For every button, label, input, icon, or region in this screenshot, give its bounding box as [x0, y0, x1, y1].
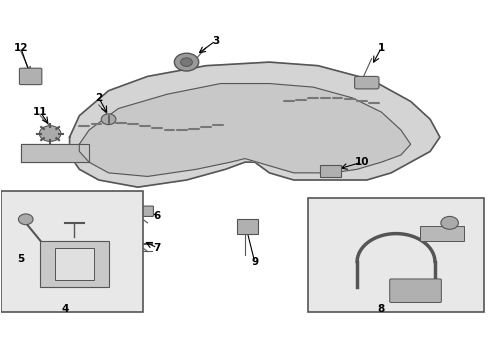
Polygon shape: [420, 226, 464, 241]
Text: 2: 2: [95, 93, 102, 103]
Text: 5: 5: [17, 253, 24, 264]
FancyBboxPatch shape: [237, 219, 258, 234]
Text: 8: 8: [378, 303, 385, 314]
FancyBboxPatch shape: [319, 165, 341, 177]
Text: 11: 11: [33, 107, 48, 117]
Text: 3: 3: [212, 36, 220, 46]
Polygon shape: [40, 241, 109, 287]
Polygon shape: [21, 144, 89, 162]
FancyBboxPatch shape: [390, 279, 441, 302]
FancyBboxPatch shape: [1, 191, 143, 312]
Circle shape: [181, 58, 193, 66]
FancyBboxPatch shape: [20, 68, 42, 85]
Text: 7: 7: [153, 243, 161, 253]
FancyBboxPatch shape: [308, 198, 484, 312]
FancyBboxPatch shape: [355, 76, 379, 89]
Text: 1: 1: [378, 43, 385, 53]
Text: 6: 6: [154, 211, 161, 221]
Text: 12: 12: [14, 43, 28, 53]
Circle shape: [174, 53, 199, 71]
Polygon shape: [70, 62, 440, 187]
Polygon shape: [55, 248, 94, 280]
Circle shape: [441, 216, 459, 229]
Circle shape: [39, 126, 61, 141]
Polygon shape: [79, 84, 411, 176]
Text: 10: 10: [355, 157, 369, 167]
FancyBboxPatch shape: [132, 206, 153, 216]
Circle shape: [19, 214, 33, 225]
Text: 4: 4: [61, 303, 69, 314]
Circle shape: [101, 114, 116, 125]
Text: 9: 9: [251, 257, 258, 267]
